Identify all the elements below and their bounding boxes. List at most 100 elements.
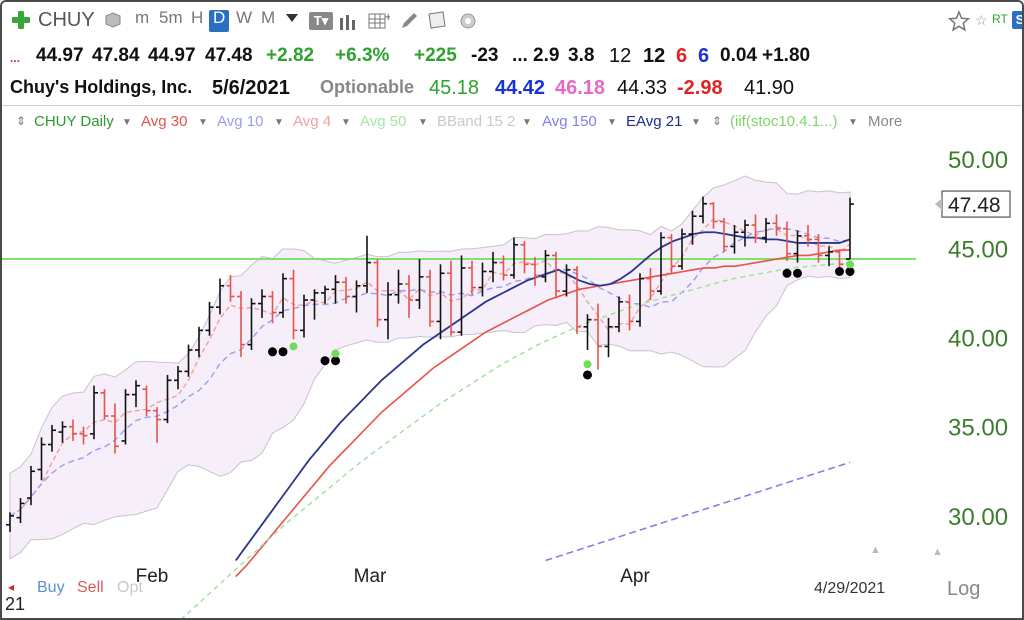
indicator-avg150[interactable]: Avg 150 xyxy=(542,113,597,130)
chuy-daily-sort-icon[interactable]: ⇕ xyxy=(16,114,27,128)
ohlc-bar xyxy=(363,235,371,293)
ohlc-bar xyxy=(562,264,571,297)
cube-icon[interactable] xyxy=(103,11,123,34)
ohlc-bar xyxy=(247,298,256,350)
period-dropdown-icon[interactable] xyxy=(286,14,298,22)
open-value: 44.97 xyxy=(36,45,84,66)
ohlc-bar xyxy=(804,225,812,247)
rt-label[interactable]: RT xyxy=(992,12,1008,26)
change-value: +2.82 xyxy=(266,45,315,66)
ohlc-bar xyxy=(573,266,581,334)
ohlc-bar xyxy=(625,294,634,331)
indicator-eavg21[interactable]: EAvg 21 xyxy=(626,113,683,130)
stat-minus-2-98: -2.98 xyxy=(677,77,723,99)
indicator-bband[interactable]: BBand 15 2 xyxy=(437,113,516,130)
chevron-down-icon[interactable]: ▼ xyxy=(122,117,132,128)
signal-dot-black xyxy=(331,356,340,366)
ohlc-bar xyxy=(226,275,235,302)
chevron-down-icon[interactable]: ▼ xyxy=(198,117,208,128)
buy-button[interactable]: Buy xyxy=(37,579,65,596)
ohlc-bar xyxy=(720,217,728,252)
period-h[interactable]: H xyxy=(191,8,204,27)
s-button[interactable]: S xyxy=(1012,11,1022,29)
chevron-down-icon[interactable]: ▼ xyxy=(848,117,858,128)
iif-sort-icon[interactable]: ⇕ xyxy=(712,114,723,128)
cursor-date: 4/29/2021 xyxy=(814,580,886,597)
ohlc-bar xyxy=(268,291,277,324)
ohlc-bar xyxy=(793,230,802,263)
log-toggle[interactable]: Log xyxy=(947,578,981,600)
stat-0-04: 0.04 xyxy=(720,45,757,66)
rt-icon[interactable]: ☆ xyxy=(975,12,988,28)
indicator-avg10[interactable]: Avg 10 xyxy=(217,113,264,130)
star-icon[interactable] xyxy=(947,10,971,37)
last-price-pointer xyxy=(935,198,942,211)
x-tick-label: Mar xyxy=(354,566,387,587)
ohlc-bar xyxy=(499,255,508,281)
chevron-down-icon[interactable]: ▼ xyxy=(522,117,532,128)
stat-6-blue: 6 xyxy=(698,45,710,67)
ohlc-bar xyxy=(825,246,833,267)
chevron-down-icon[interactable]: ▼ xyxy=(341,117,351,128)
ohlc-bar xyxy=(27,465,35,506)
corner-21: 21 xyxy=(5,594,26,614)
indicator-chuy-daily[interactable]: CHUY Daily xyxy=(34,113,114,130)
period-w[interactable]: W xyxy=(236,8,253,27)
period-d[interactable]: D xyxy=(213,8,226,27)
ohlc-bar xyxy=(709,201,718,229)
avg150-line xyxy=(545,461,851,562)
period-d-button[interactable] xyxy=(209,10,229,32)
ohlc-bar xyxy=(699,196,707,224)
y-tick-label: 40.00 xyxy=(948,326,1008,353)
chevron-down-icon[interactable]: ▼ xyxy=(607,117,617,128)
indicator-more[interactable]: More xyxy=(868,113,903,130)
period-M[interactable]: M xyxy=(261,8,276,27)
ohlc-bar xyxy=(384,282,392,340)
ohlc-bar xyxy=(279,273,287,318)
ohlc-bar xyxy=(489,251,497,283)
indicator-avg30[interactable]: Avg 30 xyxy=(141,113,188,130)
chevron-down-icon[interactable]: ▼ xyxy=(691,117,701,128)
ohlc-bar xyxy=(216,278,224,315)
ohlc-bar xyxy=(510,237,518,279)
indicator-avg4[interactable]: Avg 4 xyxy=(293,113,332,130)
note-icon[interactable] xyxy=(426,10,448,37)
ohlc-bar xyxy=(342,276,350,304)
ohlc-bar xyxy=(205,301,214,336)
stat-44-42: 44.42 xyxy=(495,77,546,99)
ohlc-bar xyxy=(195,326,203,358)
sell-button[interactable]: Sell xyxy=(77,579,104,596)
chevron-down-icon[interactable]: ▼ xyxy=(274,117,284,128)
scroll-up-icon[interactable]: ▲ xyxy=(870,544,881,556)
indicator-avg50[interactable]: Avg 50 xyxy=(360,113,407,130)
grid-add-icon[interactable]: + xyxy=(368,11,392,36)
bar-chart-icon[interactable] xyxy=(338,12,360,35)
signal-dot-black xyxy=(845,266,855,276)
symbol-label[interactable]: CHUY xyxy=(38,9,95,31)
period-m[interactable]: m xyxy=(135,8,150,27)
period-5m[interactable]: 5m xyxy=(159,8,183,27)
ohlc-bar xyxy=(16,498,25,524)
ohlc-bar xyxy=(541,250,550,283)
arrow-left-icon[interactable]: ◂ xyxy=(8,580,15,594)
ohlc-bar xyxy=(37,437,46,481)
optionable-label: Optionable xyxy=(320,77,414,97)
ohlc-bar xyxy=(846,197,854,260)
settings-icon[interactable] xyxy=(457,10,479,37)
chevron-down-icon[interactable]: ▼ xyxy=(418,117,428,128)
ohlc-bar xyxy=(163,374,172,424)
opt-button[interactable]: Opt xyxy=(117,579,143,596)
ohlc-bar xyxy=(604,317,613,358)
ohlc-bar xyxy=(520,241,529,274)
ohlc-bar xyxy=(100,389,109,420)
scroll-up-icon-2[interactable]: ▲ xyxy=(932,546,943,558)
ohlc-bar xyxy=(730,225,739,254)
bollinger-band xyxy=(9,175,851,560)
pencil-icon[interactable] xyxy=(399,10,419,37)
add-symbol-icon[interactable] xyxy=(10,9,32,31)
svg-text:+: + xyxy=(384,12,390,23)
text-tool-icon[interactable]: T▾ xyxy=(309,12,333,30)
stat-41-90: 41.90 xyxy=(744,77,795,99)
indicator-iif[interactable]: (iif(stoc10.4.1...) xyxy=(730,113,838,130)
